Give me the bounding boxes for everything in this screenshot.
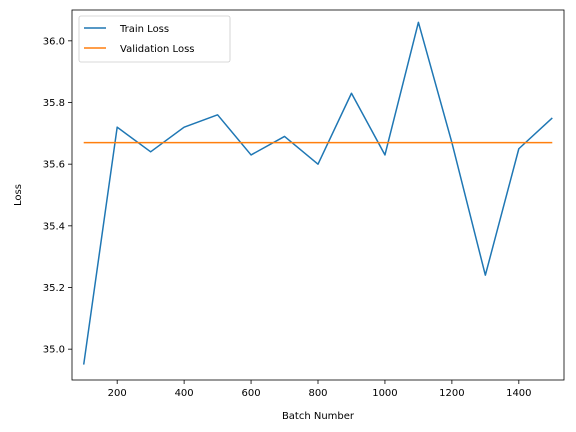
y-tick-label: 35.6 bbox=[43, 160, 65, 171]
y-axis-label: Loss bbox=[13, 184, 24, 206]
x-tick-label: 800 bbox=[308, 388, 327, 399]
legend-label-train-loss: Train Loss bbox=[119, 24, 169, 35]
x-tick-label: 1400 bbox=[506, 388, 531, 399]
plot-area bbox=[82, 21, 553, 365]
x-tick-label: 1000 bbox=[372, 388, 397, 399]
y-tick-label: 35.8 bbox=[43, 98, 65, 109]
legend: Train Loss Validation Loss bbox=[78, 15, 231, 63]
x-tick-label: 1200 bbox=[439, 388, 464, 399]
series-line-train-loss bbox=[82, 21, 553, 365]
x-axis: 200 400 600 800 1000 1200 1400 bbox=[108, 380, 532, 399]
y-tick-label: 35.0 bbox=[43, 345, 65, 356]
y-tick-label: 35.4 bbox=[43, 221, 65, 232]
y-tick-label: 36.0 bbox=[43, 36, 65, 47]
x-tick-label: 600 bbox=[242, 388, 261, 399]
x-tick-label: 200 bbox=[108, 388, 127, 399]
x-axis-label: Batch Number bbox=[282, 411, 355, 422]
y-tick-label: 35.2 bbox=[43, 283, 65, 294]
legend-box bbox=[78, 15, 231, 63]
y-axis: 35.0 35.2 35.4 35.6 35.8 36.0 bbox=[43, 36, 72, 356]
legend-label-validation-loss: Validation Loss bbox=[120, 44, 195, 55]
x-tick-label: 400 bbox=[175, 388, 194, 399]
